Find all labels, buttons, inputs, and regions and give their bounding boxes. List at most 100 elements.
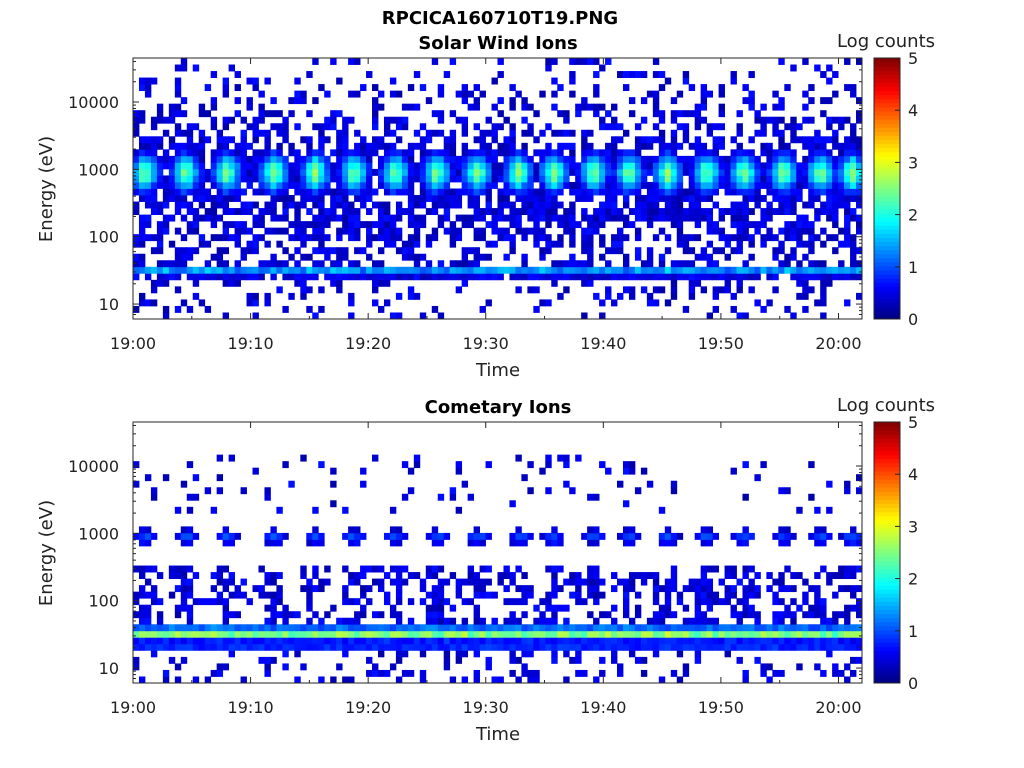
heatmap-cell bbox=[628, 467, 636, 475]
heatmap-cell bbox=[814, 168, 821, 176]
heatmap-cell bbox=[778, 532, 785, 540]
heatmap-cell bbox=[377, 260, 385, 268]
heatmap-cell bbox=[162, 279, 170, 287]
heatmap-cell bbox=[850, 168, 857, 176]
heatmap-cell bbox=[706, 227, 714, 235]
heatmap-cell bbox=[748, 604, 755, 612]
heatmap-cell bbox=[377, 162, 385, 170]
heatmap-cell bbox=[605, 266, 612, 274]
heatmap-cell bbox=[461, 162, 469, 170]
heatmap-cell bbox=[622, 234, 630, 242]
heatmap-cell bbox=[718, 142, 725, 150]
heatmap-cell bbox=[533, 188, 540, 196]
heatmap-cell bbox=[431, 585, 439, 593]
heatmap-cell bbox=[413, 253, 421, 261]
heatmap-cell bbox=[551, 188, 558, 196]
heatmap-cell bbox=[778, 227, 785, 235]
heatmap-cell bbox=[168, 155, 176, 163]
heatmap-cell bbox=[449, 58, 457, 65]
heatmap-cell bbox=[664, 611, 672, 619]
heatmap-cell bbox=[760, 181, 767, 189]
heatmap-cell bbox=[832, 162, 839, 170]
heatmap-cell bbox=[634, 188, 642, 196]
heatmap-cell bbox=[342, 227, 349, 235]
heatmap-cell bbox=[437, 493, 445, 501]
heatmap-cell bbox=[144, 526, 152, 534]
heatmap-cell bbox=[808, 643, 815, 651]
heatmap-cell bbox=[760, 175, 767, 183]
heatmap-cell bbox=[551, 617, 558, 625]
heatmap-cell bbox=[784, 539, 791, 547]
heatmap-cell bbox=[156, 181, 164, 189]
heatmap-cell bbox=[640, 637, 648, 645]
heatmap-cell bbox=[634, 227, 642, 235]
heatmap-cell bbox=[533, 617, 540, 625]
heatmap-cell bbox=[611, 142, 618, 150]
colorbar-swatch bbox=[874, 434, 900, 439]
heatmap-cell bbox=[300, 279, 307, 287]
heatmap-cell bbox=[222, 142, 230, 150]
heatmap-cell bbox=[676, 260, 684, 268]
heatmap-cell bbox=[240, 116, 247, 124]
heatmap-cell bbox=[521, 650, 528, 658]
heatmap-cell bbox=[389, 77, 397, 85]
heatmap-cell bbox=[509, 578, 516, 586]
heatmap-cell bbox=[485, 656, 492, 664]
heatmap-cell bbox=[318, 162, 325, 170]
heatmap-cell bbox=[832, 168, 839, 176]
heatmap-cell bbox=[377, 155, 385, 163]
heatmap-cell bbox=[730, 591, 737, 599]
heatmap-cell bbox=[324, 630, 331, 638]
heatmap-cell bbox=[318, 234, 325, 242]
heatmap-cell bbox=[156, 643, 164, 651]
heatmap-cell bbox=[336, 624, 343, 632]
heatmap-cell bbox=[814, 637, 821, 645]
colorbar-swatch bbox=[874, 446, 900, 452]
heatmap-cell bbox=[790, 643, 797, 651]
heatmap-cell bbox=[539, 532, 546, 540]
heatmap-cell bbox=[802, 221, 809, 229]
heatmap-cell bbox=[844, 240, 851, 248]
heatmap-cell bbox=[252, 136, 259, 144]
heatmap-cell bbox=[186, 617, 194, 625]
heatmap-cell bbox=[336, 155, 343, 163]
heatmap-cell bbox=[467, 214, 474, 222]
heatmap-cell bbox=[138, 195, 146, 202]
heatmap-cell bbox=[802, 90, 809, 98]
heatmap-cell bbox=[838, 149, 845, 157]
heatmap-cell bbox=[539, 624, 546, 632]
heatmap-cell bbox=[844, 532, 851, 540]
heatmap-cell bbox=[622, 168, 630, 176]
heatmap-cell bbox=[599, 630, 606, 638]
heatmap-cell bbox=[479, 162, 486, 170]
heatmap-cell bbox=[754, 643, 761, 651]
heatmap-cell bbox=[133, 663, 140, 671]
heatmap-cell bbox=[330, 630, 337, 638]
heatmap-cell bbox=[533, 168, 540, 176]
heatmap-cell bbox=[784, 175, 791, 183]
heatmap-cell bbox=[808, 604, 815, 612]
heatmap-cell bbox=[156, 611, 164, 619]
heatmap-cell bbox=[832, 266, 839, 274]
heatmap-cell bbox=[180, 175, 188, 183]
heatmap-cell bbox=[646, 136, 654, 144]
heatmap-cell bbox=[270, 572, 277, 580]
heatmap-cell bbox=[407, 142, 415, 150]
heatmap-cell bbox=[521, 630, 528, 638]
heatmap-cell bbox=[300, 273, 307, 281]
heatmap-cell bbox=[605, 188, 612, 196]
heatmap-cell bbox=[664, 188, 672, 196]
heatmap-cell bbox=[634, 71, 642, 78]
heatmap-cell bbox=[557, 110, 564, 118]
heatmap-cell bbox=[407, 292, 415, 300]
heatmap-cell bbox=[449, 487, 457, 495]
heatmap-cell bbox=[694, 279, 702, 287]
colorbar-swatch bbox=[874, 229, 900, 234]
heatmap-cell bbox=[790, 630, 797, 638]
heatmap-cell bbox=[222, 195, 230, 202]
heatmap-cell bbox=[766, 676, 773, 684]
heatmap-cell bbox=[790, 247, 797, 255]
heatmap-cell bbox=[521, 168, 528, 176]
heatmap-cell bbox=[676, 598, 684, 606]
heatmap-cell bbox=[407, 201, 415, 209]
